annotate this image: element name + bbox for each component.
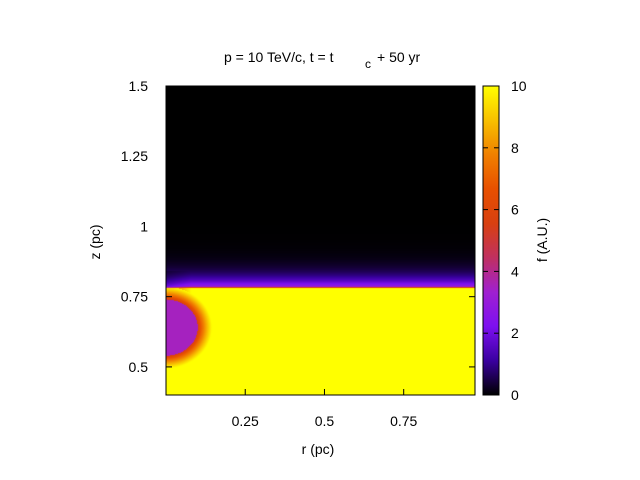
y-tick-label: 0.5 <box>129 359 149 375</box>
colorbar-tick-label: 10 <box>511 78 527 94</box>
heatmap-image <box>166 86 475 395</box>
x-tick-label: 0.5 <box>315 413 335 429</box>
chart-title-main: p = 10 TeV/c, t = t <box>224 49 334 65</box>
y-tick-label: 1.25 <box>121 148 148 164</box>
colorbar-tick-label: 4 <box>511 263 519 279</box>
colorbar-gradient <box>483 86 499 395</box>
x-axis: 0.25 0.5 0.75 <box>232 86 418 429</box>
y-tick-label: 1 <box>140 218 148 234</box>
x-tick-label: 0.25 <box>232 413 259 429</box>
y-axis-label: z (pc) <box>87 225 103 260</box>
colorbar: 0 2 4 6 8 10 f (A.U.) <box>482 78 550 403</box>
y-tick-label: 1.5 <box>129 78 149 94</box>
y-tick-label: 0.75 <box>121 289 148 305</box>
colorbar-label: f (A.U.) <box>534 218 550 262</box>
colorbar-tick-label: 6 <box>511 202 519 218</box>
colorbar-tick-label: 0 <box>511 387 519 403</box>
chart-title: p = 10 TeV/c, t = t c + 50 yr <box>224 49 421 71</box>
colorbar-tick-label: 2 <box>511 325 519 341</box>
chart-title-subscript: c <box>365 57 371 71</box>
chart-title-tail: + 50 yr <box>377 49 421 65</box>
colorbar-ticks: 0 2 4 6 8 10 <box>483 78 527 403</box>
plot-frame <box>165 85 476 396</box>
x-tick-label: 0.75 <box>390 413 417 429</box>
x-axis-label: r (pc) <box>302 441 335 457</box>
colorbar-frame <box>482 85 500 396</box>
colorbar-tick-label: 8 <box>511 140 519 156</box>
y-axis: 0.5 0.75 1 1.25 1.5 <box>121 78 475 375</box>
heatmap-plot-area <box>165 85 476 396</box>
